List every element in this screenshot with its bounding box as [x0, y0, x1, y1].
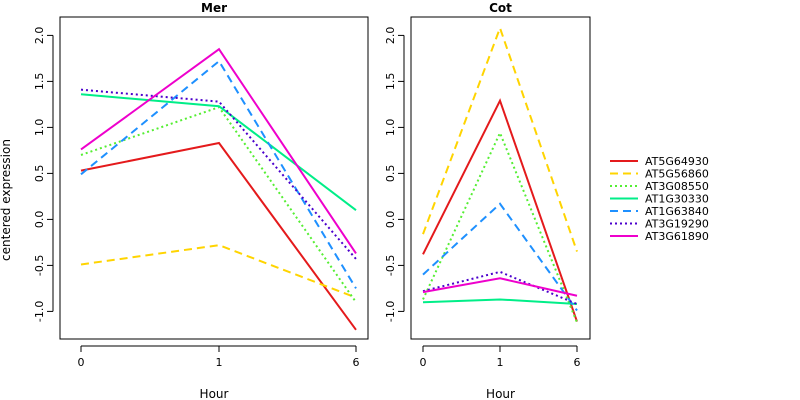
legend-label: AT3G19290 — [645, 218, 709, 231]
panel-title: Mer — [201, 1, 227, 15]
series-line-at1g63840 — [80, 59, 357, 289]
legend-label: AT1G30330 — [645, 193, 709, 206]
y-tick-label: 0.0 — [33, 211, 46, 229]
y-tick-label: 2.0 — [384, 27, 397, 45]
x-axis-label: Hour — [486, 387, 515, 400]
panel-cot: Cot -1.0 -0.5 0.0 0.5 1.0 1.5 2.0 0 1 6 Hour — [384, 1, 591, 400]
y-tick-label: 0.5 — [33, 165, 46, 183]
y-tick-label: 1.5 — [33, 73, 46, 91]
legend-label: AT1G63840 — [645, 205, 709, 218]
y-tick-label: -1.0 — [33, 301, 46, 322]
series-line-at1g63840 — [422, 202, 578, 312]
legend-label: AT3G08550 — [645, 180, 709, 193]
y-axis-label: centered expression — [0, 139, 13, 261]
x-tick-label: 6 — [353, 356, 360, 369]
series-line-at3g19290 — [422, 270, 578, 305]
plot-frame — [59, 16, 369, 340]
x-axis-label: Hour — [200, 387, 229, 400]
x-tick-label: 6 — [574, 356, 581, 369]
y-tick-label: 0.0 — [384, 211, 397, 229]
series-line-at3g19290 — [80, 88, 357, 260]
x-tick-label: 1 — [497, 356, 504, 369]
legend-item: AT5G64930 — [610, 155, 709, 168]
series-line-at3g61890 — [80, 47, 357, 254]
series-line-at5g64930 — [422, 98, 578, 322]
series-line-at5g56860 — [80, 244, 357, 299]
legend-item: AT5G56860 — [610, 168, 709, 181]
series-line-at3g08550 — [422, 130, 578, 323]
series-line-at3g61890 — [422, 277, 578, 297]
panel-title: Cot — [489, 1, 512, 15]
panels: Mer -1.0 -0.5 0.0 0.5 1.0 1.5 2.0 0 1 6 Hour Cot -1.0… — [33, 1, 591, 400]
legend-item: AT1G30330 — [610, 193, 709, 206]
y-tick-label: 1.0 — [384, 119, 397, 136]
y-tick-label: -1.0 — [384, 301, 397, 322]
x-tick-label: 1 — [216, 356, 223, 369]
legend-item: AT3G08550 — [610, 180, 709, 193]
legend-label: AT3G61890 — [645, 230, 709, 243]
panel-mer: Mer -1.0 -0.5 0.0 0.5 1.0 1.5 2.0 0 1 6 Hour — [33, 1, 369, 400]
x-tick-label: 0 — [420, 356, 427, 369]
series-line-at1g30330 — [80, 93, 357, 211]
series-line-at1g30330 — [422, 298, 578, 306]
y-tick-label: 1.5 — [384, 73, 397, 91]
plot-frame — [410, 16, 591, 340]
legend-item: AT3G19290 — [610, 218, 709, 231]
legend: AT5G64930AT5G56860AT3G08550AT1G30330AT1G… — [610, 155, 709, 243]
y-tick-label: 0.5 — [384, 165, 397, 183]
x-tick-label: 0 — [78, 356, 85, 369]
legend-item: AT1G63840 — [610, 205, 709, 218]
y-tick-label: -0.5 — [33, 255, 46, 276]
legend-label: AT5G64930 — [645, 155, 709, 168]
y-tick-label: 1.0 — [33, 119, 46, 136]
y-tick-label: 2.0 — [33, 27, 46, 45]
legend-label: AT5G56860 — [645, 168, 709, 181]
y-tick-label: -0.5 — [384, 255, 397, 276]
series-line-at5g64930 — [80, 141, 357, 331]
series-line-at5g56860 — [422, 25, 578, 252]
legend-item: AT3G61890 — [610, 230, 709, 243]
